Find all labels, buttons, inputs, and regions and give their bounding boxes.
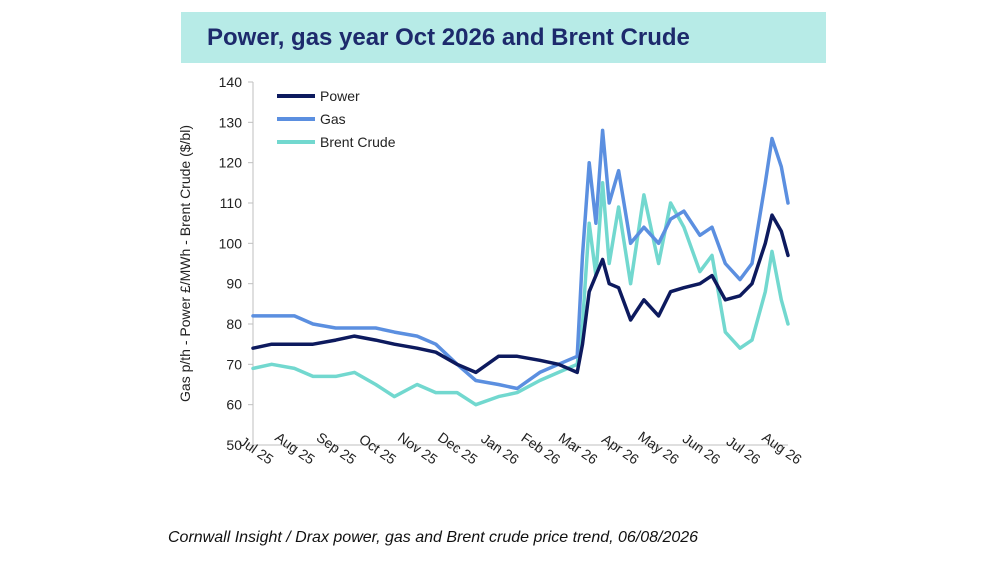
x-tick-label: Sep 25 (314, 429, 360, 468)
chart-title-banner: Power, gas year Oct 2026 and Brent Crude (181, 12, 826, 63)
x-tick-label: Jan 26 (478, 430, 522, 467)
y-tick-label: 70 (226, 356, 242, 372)
x-tick-label: Apr 26 (599, 431, 642, 468)
x-tick-label: Aug 25 (272, 429, 318, 468)
chart-title: Power, gas year Oct 2026 and Brent Crude (207, 24, 690, 51)
x-tick-label: Jul 26 (724, 433, 764, 468)
y-tick-label: 100 (219, 235, 243, 251)
x-tick-label: Aug 26 (759, 429, 805, 468)
legend-label-power: Power (320, 88, 360, 104)
legend-label-brent-crude: Brent Crude (320, 134, 396, 150)
y-tick-label: 60 (226, 397, 242, 413)
series-line-gas (251, 128, 790, 391)
x-tick-label: Dec 25 (435, 429, 481, 468)
legend-label-gas: Gas (320, 111, 346, 127)
y-tick-label: 90 (226, 276, 242, 292)
y-tick-label: 130 (219, 114, 243, 130)
y-tick-label: 50 (226, 437, 242, 453)
x-tick-label: Jul 25 (237, 433, 277, 468)
y-tick-label: 120 (219, 155, 243, 171)
y-tick-label: 80 (226, 316, 242, 332)
x-tick-label: Oct 25 (356, 431, 399, 468)
y-tick-label: 140 (219, 74, 243, 90)
chart-caption: Cornwall Insight / Drax power, gas and B… (168, 529, 699, 546)
series-line-power (251, 213, 790, 375)
y-axis-title: Gas p/th - Power £/MWh - Brent Crude ($/… (177, 125, 193, 402)
x-tick-label: Feb 26 (518, 429, 563, 467)
x-tick-label: May 26 (635, 428, 682, 468)
x-tick-label: Nov 25 (395, 429, 441, 468)
y-tick-label: 110 (220, 195, 243, 211)
x-tick-label: Mar 26 (556, 429, 601, 467)
x-tick-label: Jun 26 (680, 430, 724, 467)
series-line-brent-crude (251, 181, 790, 407)
